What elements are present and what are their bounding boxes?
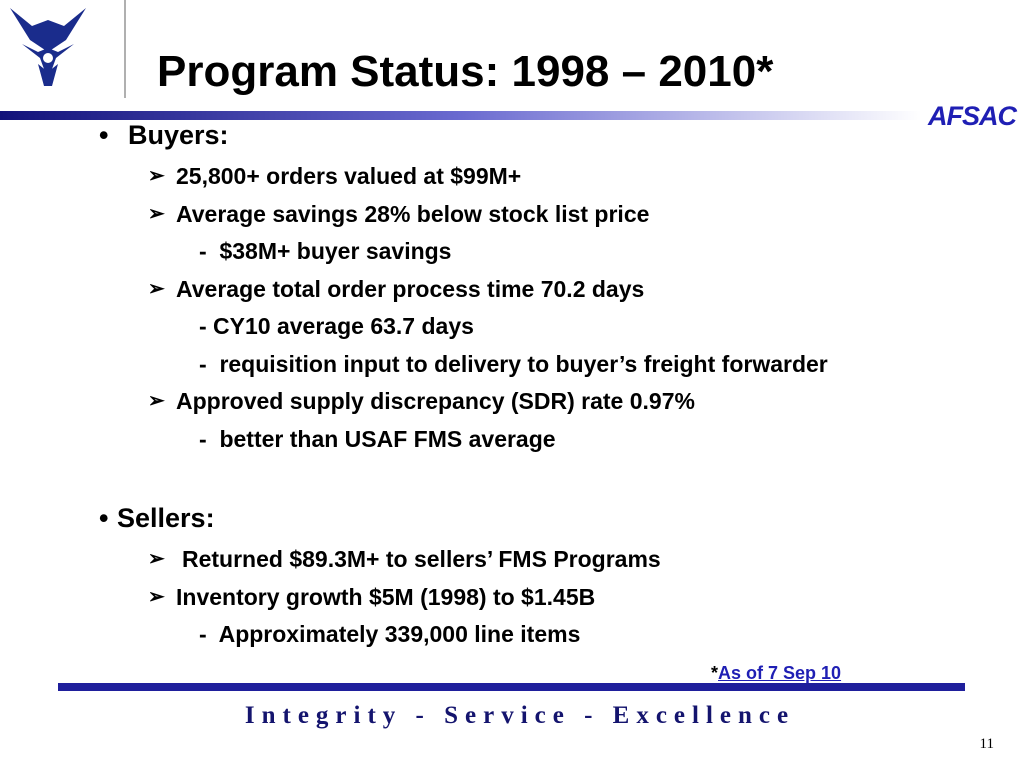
arrow-bullet: ➢	[148, 390, 165, 412]
arrow-bullet: ➢	[148, 165, 165, 187]
footnote-marker: *	[711, 663, 719, 683]
item-note: - better than USAF FMS average	[199, 425, 556, 452]
arrow-bullet: ➢	[148, 548, 165, 570]
arrow-bullet: ➢	[148, 277, 165, 300]
header-bar	[0, 111, 1024, 120]
section-heading: Buyers:	[128, 120, 229, 150]
bullet: •	[99, 120, 109, 150]
item-text: 25,800+ orders valued at $99M+	[176, 163, 522, 189]
footnote-text: As of 7 Sep 10	[718, 663, 842, 683]
item-text: Returned $89.3M+ to sellers’ FMS Program…	[182, 546, 661, 572]
bullet: •	[99, 503, 109, 533]
arrow-bullet: ➢	[148, 202, 165, 225]
page-number: 11	[979, 736, 994, 752]
section-heading: Sellers:	[117, 503, 215, 533]
logo	[10, 8, 86, 86]
arrow-bullet: ➢	[148, 585, 165, 608]
item-note: - CY10 average 63.7 days	[199, 313, 474, 339]
footnote: *As of 7 Sep 10	[711, 662, 841, 684]
footer-bar	[58, 683, 965, 691]
slide-title: Program Status: 1998 – 2010*	[157, 47, 774, 96]
item-text: Inventory growth $5M (1998) to $1.45B	[176, 583, 596, 610]
brand: AFSAC	[928, 101, 1017, 131]
item-text: Approved supply discrepancy (SDR) rate 0…	[176, 388, 695, 414]
item-note: - requisition input to delivery to buyer…	[199, 350, 828, 377]
item-text: Average savings 28% below stock list pri…	[176, 200, 650, 227]
item-note: - $38M+ buyer savings	[199, 238, 452, 264]
motto: Integrity - Service - Excellence	[244, 702, 796, 729]
item-note: - Approximately 339,000 line items	[199, 621, 581, 647]
item-text: Average total order process time 70.2 da…	[176, 275, 645, 302]
